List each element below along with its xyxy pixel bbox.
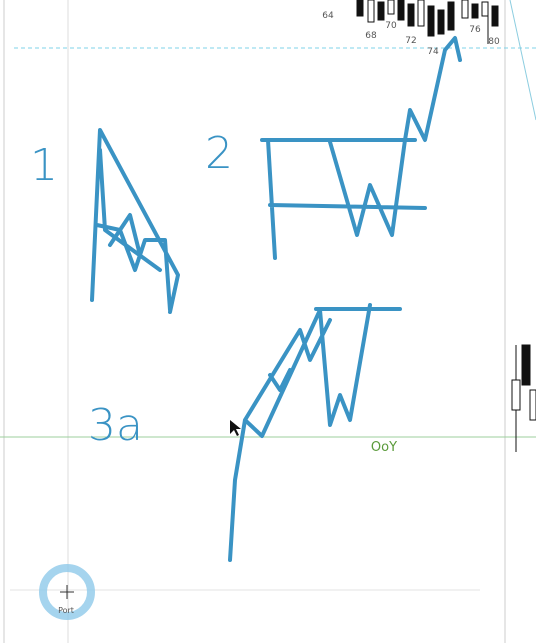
line-label: OoY [371, 440, 397, 455]
axis-label: 74 [427, 47, 439, 57]
cursor-label: Port [58, 606, 74, 615]
cursor: Port [39, 564, 95, 620]
drawing-3 [228, 303, 402, 562]
drawing-2 [260, 36, 462, 260]
axis-labels: 64 68 70 72 74 76 80 [322, 11, 500, 57]
candlesticks [356, 0, 536, 452]
annotation: 1 [30, 140, 58, 191]
axis-label: 68 [365, 31, 377, 41]
axis-label: 72 [405, 36, 416, 46]
axis-label: 76 [469, 25, 481, 35]
axis-label: 80 [488, 37, 500, 47]
annotation: 2 [205, 128, 233, 179]
mouse-pointer [230, 420, 241, 436]
axis-label: 70 [385, 21, 397, 31]
annotation: 3a [88, 400, 143, 451]
drawing-1 [90, 128, 180, 314]
axis-label: 64 [322, 11, 334, 21]
trend-line [509, 0, 536, 121]
